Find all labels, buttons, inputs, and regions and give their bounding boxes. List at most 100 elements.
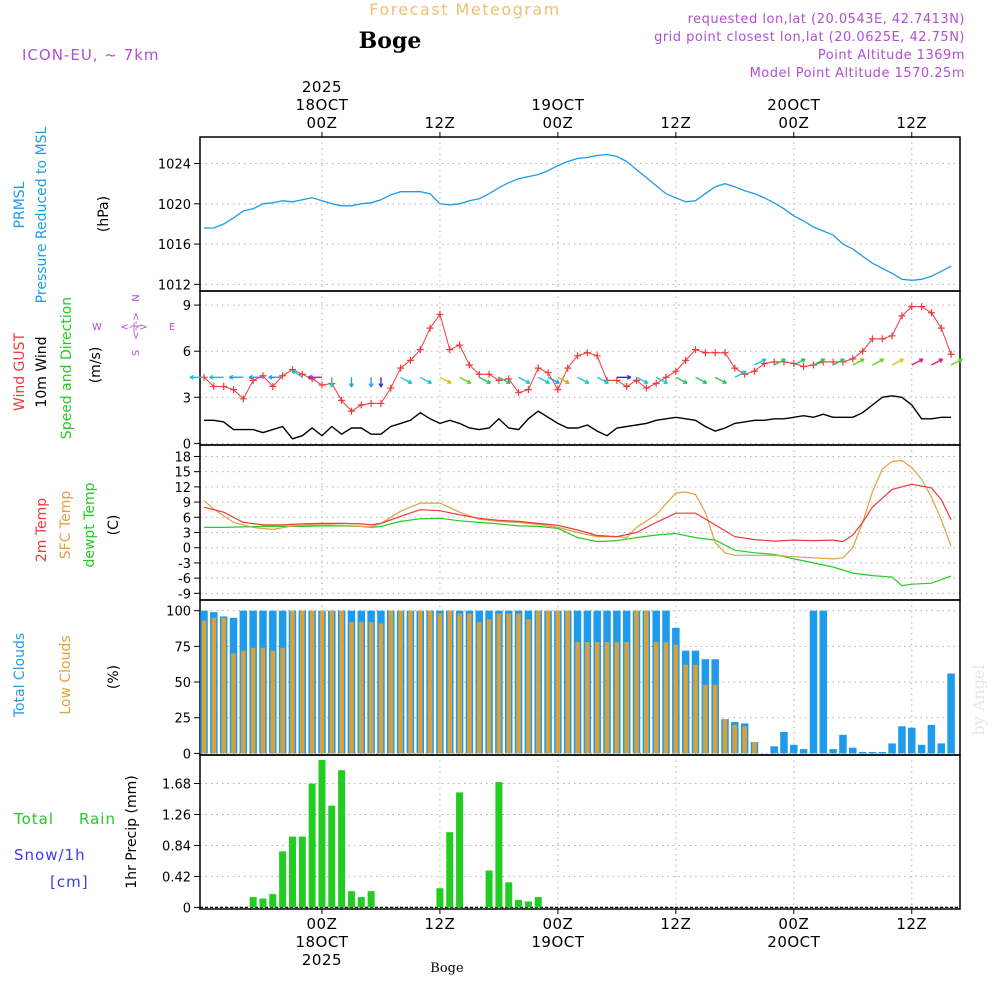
gust-marker [947,350,955,358]
rain-bar [308,783,316,908]
low-cloud-bar [300,610,305,754]
low-cloud-bar [231,653,236,754]
compass-s: S [131,350,142,356]
total-cloud-bar [927,724,936,754]
low-cloud-bar [349,622,354,754]
gust-marker [259,372,267,380]
low-cloud-bar [535,610,541,754]
y-tick-label: 6 [183,345,191,360]
panel-5: 0 0.42 0.84 1.26 1.68 [162,754,961,916]
total-cloud-bar [917,744,926,754]
wind-arrowhead [683,379,688,384]
wind-arrow [557,376,570,384]
wind-arrow [655,376,668,384]
low-cloud-bar [486,619,492,754]
wind-arrow [636,376,649,384]
y-tick-label: 9 [183,299,191,314]
gust-marker [534,364,542,372]
wind-arrowhead [248,374,253,380]
wind-arrow [950,358,963,366]
rain-bar [485,870,493,908]
gust-marker [682,356,690,364]
low-cloud-bar [260,647,266,754]
time-label: 18OCT [295,96,348,114]
low-cloud-bar [732,724,738,754]
gust-marker [927,309,935,317]
wind-arrow [734,370,747,378]
low-cloud-bar [241,650,246,754]
y-tick-label: -3 [178,557,191,572]
low-cloud-bar [467,613,472,754]
wind-arrow [419,376,432,384]
dewpoint-line [204,517,952,587]
gust-marker [859,347,867,355]
time-label: 12Z [896,114,927,132]
low-cloud-bar [221,617,226,754]
low-cloud-bar [526,619,531,754]
y-tick-label: 75 [174,640,191,655]
y-tick-label: 3 [183,391,191,406]
gust-marker [426,324,434,332]
requested-coords: requested lon,lat (20.0543E, 42.7413N) [688,12,965,27]
t2m-line [203,483,952,543]
wind-arrowhead [329,383,335,388]
low-cloud-bar [644,610,649,754]
y-tick-label: 1024 [158,158,191,173]
rain-bar [259,898,267,908]
wind-arrowhead [761,358,767,363]
y-tick-label: 0 [183,437,191,452]
rain-label: Rain [79,810,116,828]
total-cloud-bar [937,743,946,754]
rain-bar [249,897,257,908]
y-tick-label: 0 [183,542,191,557]
low-cloud-bar [604,642,610,754]
low-cloud-bar [309,610,315,754]
low-cloud-bar [427,610,433,754]
time-label: 12Z [660,114,691,132]
gust-marker [387,384,395,392]
precip-unit: 1hr Precip (mm) [124,775,140,888]
time-label: 00Z [542,114,573,132]
wind-arrowhead [555,379,560,384]
low-cloud-bar [703,684,708,754]
wind-arrowhead [879,358,885,363]
rain-bar [279,851,287,908]
low-cloud-bar [437,613,443,754]
wind-speed-line [204,395,952,440]
gust-marker [269,383,277,391]
y-tick-label: 0 [183,901,191,916]
wind-arrowhead [820,358,826,363]
low-cloud-bar [280,647,285,754]
wind-arrow [911,358,924,366]
panel-frame [199,136,961,292]
low-cloud-bar [673,644,679,754]
gust-marker [554,386,562,394]
time-label: 00Z [778,114,809,132]
gust-marker [878,335,886,343]
y-tick-label: 0.42 [162,870,191,885]
gust-marker [416,346,424,354]
model-label: ICON-EU, ~ 7km [22,46,160,64]
y-tick-label: 1.68 [162,778,191,793]
compass-ns-arrow: <-|-> [131,312,142,339]
low-cloud-bar [457,613,462,754]
rain-bar [524,901,532,908]
low-cloud-bar [388,610,394,754]
low-cloud-bar [398,610,403,754]
rain-bar [495,782,503,908]
gust-marker [701,349,709,357]
time-label: 12Z [896,915,927,933]
gust-marker [288,366,296,374]
prmsl-label: PRMSL [12,181,28,228]
low-cloud-bar [545,610,551,754]
wind-arrowhead [781,358,786,363]
t2m-label: 2m Temp [34,498,50,562]
model-altitude: Model Point Altitude 1570.25m [750,66,965,81]
c-unit: (C) [106,515,122,536]
total-cloud-bar [888,743,896,754]
low-cloud-bar [693,664,698,754]
gust-marker [868,335,876,343]
rain-bar [288,836,296,908]
